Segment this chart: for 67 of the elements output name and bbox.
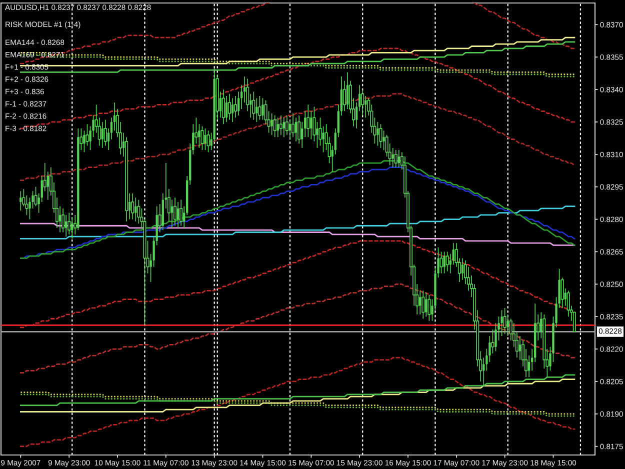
candlestick: [322, 126, 324, 153]
candlestick: [394, 150, 398, 168]
candlestick: [518, 336, 522, 360]
candlestick: [361, 89, 364, 116]
candlestick: [288, 119, 292, 140]
candlestick: [276, 117, 279, 138]
candlestick: [298, 115, 301, 144]
candlestick: [200, 126, 204, 150]
candlestick: [64, 214, 68, 237]
candlestick: [440, 251, 443, 274]
candlestick: [376, 122, 379, 146]
candlestick: [482, 357, 485, 386]
candlestick: [231, 98, 234, 122]
candlestick: [428, 294, 431, 322]
candlestick: [222, 89, 225, 125]
candlestick: [566, 290, 570, 318]
line-series: [20, 283, 576, 374]
candlestick: [176, 202, 180, 228]
candlestick: [279, 115, 282, 136]
candlestick: [419, 290, 422, 315]
candlestick: [20, 190, 22, 212]
candlestick: [294, 117, 298, 142]
line-series: [20, 356, 576, 448]
candlestick: [225, 96, 228, 122]
candlestick: [71, 216, 74, 240]
candlestick: [379, 124, 382, 148]
line-series: [20, 378, 576, 412]
candlestick: [131, 192, 134, 220]
candlestick: [262, 98, 264, 120]
candlestick: [180, 199, 183, 226]
candlestick: [425, 292, 428, 318]
candlestick: [270, 112, 273, 136]
candlestick: [204, 128, 206, 150]
line-series: [474, 3, 576, 50]
candlestick: [443, 251, 446, 274]
candlestick: [134, 197, 137, 222]
candlestick: [382, 130, 385, 150]
candlestick: [173, 197, 177, 226]
candlestick: [62, 208, 65, 233]
candlestick: [306, 104, 310, 138]
candlestick: [234, 96, 238, 118]
candlestick: [252, 91, 256, 120]
candlestick: [282, 117, 286, 138]
candlestick: [310, 110, 312, 140]
candlestick: [506, 314, 509, 336]
candlestick: [273, 115, 276, 138]
candlestick: [68, 212, 71, 235]
candlestick: [170, 199, 174, 228]
candlestick: [461, 258, 464, 280]
candlestick: [104, 119, 107, 146]
candlestick: [346, 72, 349, 110]
candlestick: [228, 93, 231, 120]
candlestick: [258, 96, 262, 120]
line-series: [20, 374, 576, 406]
candlestick: [137, 199, 140, 224]
line-series: [20, 240, 576, 328]
candlestick: [503, 308, 506, 334]
candlestick: [500, 310, 503, 336]
line-series: [20, 206, 576, 240]
candlestick: [398, 150, 400, 168]
candlestick: [446, 251, 449, 272]
candlestick: [256, 98, 258, 122]
candlestick: [292, 112, 295, 138]
candlestick: [422, 290, 425, 320]
candlestick: [206, 130, 210, 153]
candlestick: [285, 115, 288, 136]
candlestick: [58, 206, 62, 233]
